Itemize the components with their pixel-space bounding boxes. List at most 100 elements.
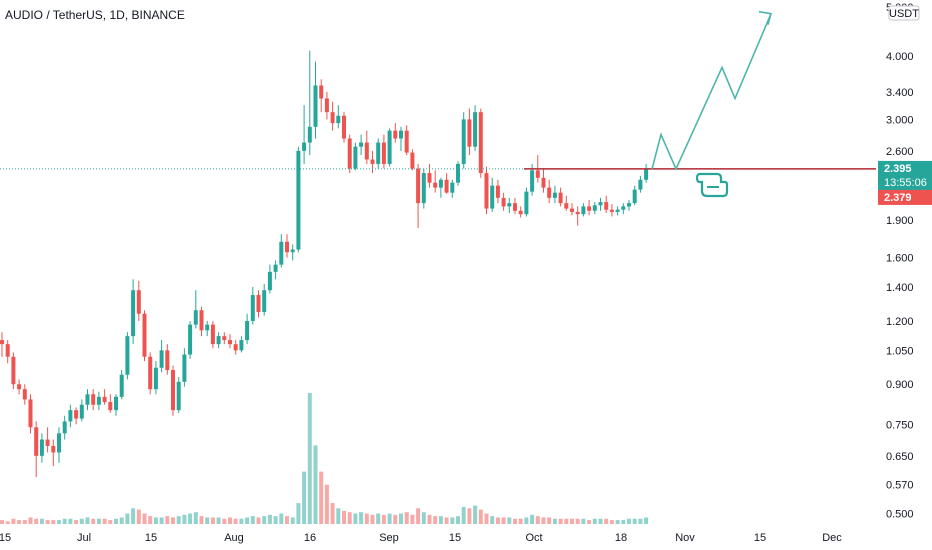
volume-bar <box>342 510 346 524</box>
volume-bar <box>125 513 130 524</box>
volume-bar <box>136 509 141 524</box>
volume-bar <box>467 508 472 524</box>
volume-bar <box>148 516 153 524</box>
candle <box>22 384 27 405</box>
candle <box>245 313 250 345</box>
volume-bars <box>0 393 649 524</box>
price-tick-label: 0.500 <box>886 509 914 521</box>
volume-bar <box>421 512 426 524</box>
candle <box>416 163 421 229</box>
time-tick-label: Sep <box>379 532 399 544</box>
candle <box>165 344 170 375</box>
volume-bar <box>228 517 232 524</box>
volume-bar <box>182 514 187 524</box>
pointing-hand-icon[interactable] <box>695 172 729 198</box>
candle <box>285 234 289 258</box>
volume-bar <box>404 512 409 524</box>
time-tick-label: 15 <box>754 532 766 544</box>
candle <box>114 394 118 416</box>
price-tick-label: 3.000 <box>886 114 914 126</box>
volume-bar <box>621 520 626 524</box>
candle <box>376 138 381 169</box>
volume-bar <box>456 516 460 524</box>
candle <box>228 334 232 349</box>
candle <box>79 399 84 422</box>
volume-bar <box>171 517 175 524</box>
volume-bar <box>478 509 483 524</box>
volume-bar <box>57 520 61 524</box>
volume-bar <box>513 518 517 524</box>
price-tick-label: 0.650 <box>886 451 914 463</box>
projection-arrowhead <box>758 10 773 25</box>
price-tick-label: 3.400 <box>886 87 914 99</box>
candle <box>604 195 609 214</box>
candle <box>0 332 4 357</box>
volume-bar <box>153 517 158 524</box>
candle <box>148 352 153 395</box>
volume-bar <box>28 517 33 524</box>
volume-bar <box>205 517 210 524</box>
volume-bar <box>376 513 381 524</box>
volume-bar <box>222 518 227 524</box>
candle <box>399 126 403 151</box>
volume-bar <box>262 516 267 524</box>
volume-bar <box>39 518 44 524</box>
volume-bar <box>450 517 455 524</box>
price-tick-label: 1.400 <box>886 282 914 294</box>
candle <box>541 168 546 193</box>
time-tick-label: 18 <box>615 532 627 544</box>
candle <box>302 105 307 164</box>
volume-bar <box>547 517 552 524</box>
candle <box>438 177 443 198</box>
candle <box>102 389 107 405</box>
volume-bar <box>307 393 312 524</box>
price-tick-label: 0.750 <box>886 419 914 431</box>
candle <box>621 203 626 215</box>
candle <box>336 105 341 129</box>
candle <box>153 361 158 395</box>
volume-bar <box>473 505 478 524</box>
volume-bar <box>267 514 272 524</box>
volume-bar <box>79 518 84 524</box>
volume-bar <box>644 517 649 524</box>
volume-bar <box>165 516 170 524</box>
candle <box>68 404 73 428</box>
volume-bar <box>256 517 261 524</box>
projection-path[interactable] <box>651 13 772 171</box>
candle <box>17 379 22 395</box>
candle <box>131 279 136 345</box>
volume-bar <box>518 518 523 524</box>
candle <box>638 175 643 193</box>
volume-bar <box>324 484 329 524</box>
candle <box>632 185 637 206</box>
candle <box>28 394 33 434</box>
price-tick-label: 1.900 <box>886 215 914 227</box>
candle <box>205 320 210 337</box>
volume-bar <box>250 516 255 524</box>
time-axis[interactable]: 15 Jul 15 Aug 16 Sep 15 Oct 18 Nov 15 Dec <box>0 532 842 544</box>
volume-bar <box>570 518 574 524</box>
candle <box>290 244 295 261</box>
volume-bar <box>290 517 295 524</box>
price-axis[interactable]: 5.0004.0003.4003.0002.6001.9001.6001.400… <box>886 2 914 521</box>
candle <box>256 290 261 318</box>
volume-bar <box>587 520 592 524</box>
candle <box>393 123 398 143</box>
currency-label[interactable]: USDT <box>888 5 920 21</box>
volume-bar <box>495 517 500 524</box>
volume-bar <box>17 520 22 524</box>
price-tick-label: 0.570 <box>886 480 914 492</box>
currency-text: USDT <box>889 8 919 20</box>
volume-bar <box>91 518 96 524</box>
candle <box>427 163 432 188</box>
volume-bar <box>233 518 238 524</box>
candle <box>273 260 278 280</box>
price-candles <box>0 50 649 478</box>
last-price-tag: 2.395 13:55:06 <box>878 160 932 191</box>
volume-bar <box>22 520 27 524</box>
candle <box>182 348 187 387</box>
time-tick-label: Oct <box>525 532 542 544</box>
volume-bar <box>592 518 597 524</box>
volume-bar <box>359 512 364 524</box>
